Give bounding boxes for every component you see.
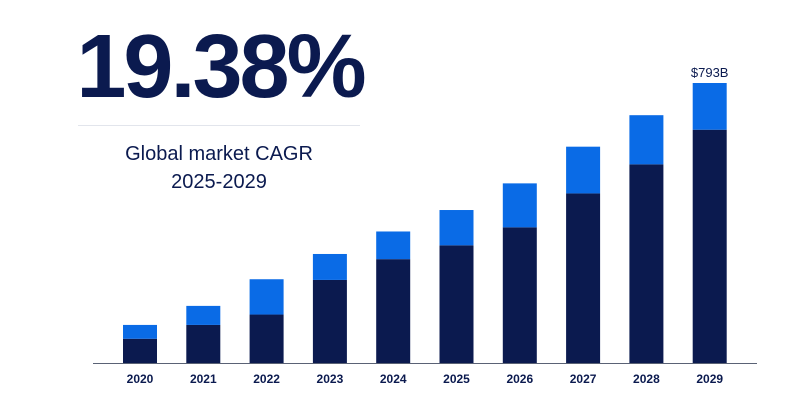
x-tick-label: 2025: [443, 372, 470, 386]
x-tick-label: 2023: [317, 372, 344, 386]
x-tick-label: 2029: [696, 372, 723, 386]
bar-2021-segment-2: [186, 305, 221, 325]
bar-2020-segment-2: [123, 324, 157, 339]
x-tick-label: 2020: [127, 372, 154, 386]
bar-2025-segment-2: [439, 210, 474, 246]
x-tick-label: 2022: [253, 372, 280, 386]
bar-2021-segment-1: [186, 324, 221, 363]
x-tick-label: 2027: [570, 372, 597, 386]
bar-2025-segment-1: [439, 245, 474, 363]
bar-2029-segment-2: [692, 83, 727, 130]
bar-2023-segment-1: [312, 279, 347, 363]
bar-2026-segment-2: [502, 183, 537, 228]
bar-2022-segment-2: [249, 279, 284, 315]
bar-2022-segment-1: [249, 314, 284, 363]
bar-2028-segment-2: [629, 115, 664, 165]
bar-2029-segment-1: [692, 129, 727, 363]
bar-2028-segment-1: [629, 164, 664, 363]
x-tick-label: 2026: [506, 372, 533, 386]
data-label: $793B: [691, 65, 729, 80]
subtitle-line-2: 2025-2029: [171, 171, 267, 193]
bar-2020-segment-1: [123, 338, 157, 363]
x-tick-label: 2024: [380, 372, 407, 386]
bar-2027-segment-2: [566, 146, 601, 194]
divider: [78, 125, 360, 126]
subtitle-line-1: Global market CAGR: [125, 143, 313, 165]
bar-2024-segment-2: [376, 231, 411, 260]
bar-2027-segment-1: [566, 193, 601, 363]
x-tick-label: 2028: [633, 372, 660, 386]
bar-2024-segment-1: [376, 259, 411, 363]
cagr-subtitle: Global market CAGR 2025-2029: [78, 140, 360, 196]
x-tick-label: 2021: [190, 372, 217, 386]
bar-2026-segment-1: [502, 227, 537, 363]
cagr-value: 19.38%: [76, 17, 366, 117]
bar-2023-segment-2: [312, 253, 347, 280]
